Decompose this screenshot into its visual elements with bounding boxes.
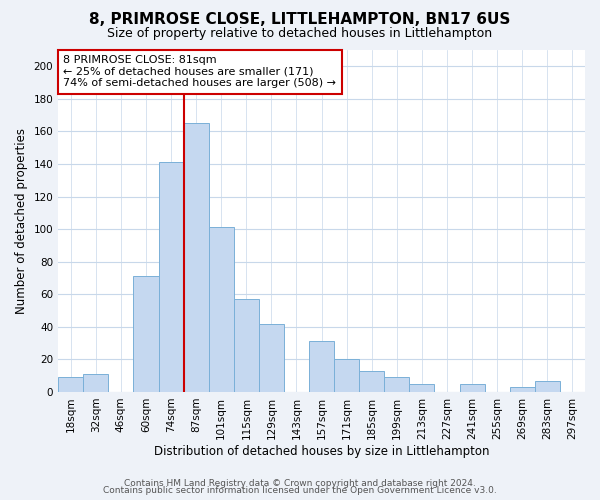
Bar	[309, 342, 334, 392]
Bar	[58, 378, 83, 392]
Text: 8, PRIMROSE CLOSE, LITTLEHAMPTON, BN17 6US: 8, PRIMROSE CLOSE, LITTLEHAMPTON, BN17 6…	[89, 12, 511, 28]
X-axis label: Distribution of detached houses by size in Littlehampton: Distribution of detached houses by size …	[154, 444, 490, 458]
Bar	[460, 384, 485, 392]
Bar	[359, 371, 385, 392]
Bar	[259, 324, 284, 392]
Bar	[234, 299, 259, 392]
Bar	[158, 162, 184, 392]
Bar	[409, 384, 434, 392]
Text: Contains HM Land Registry data © Crown copyright and database right 2024.: Contains HM Land Registry data © Crown c…	[124, 478, 476, 488]
Bar	[184, 124, 209, 392]
Bar	[334, 360, 359, 392]
Bar	[209, 228, 234, 392]
Bar	[133, 276, 158, 392]
Bar	[385, 378, 409, 392]
Text: Contains public sector information licensed under the Open Government Licence v3: Contains public sector information licen…	[103, 486, 497, 495]
Bar	[83, 374, 109, 392]
Text: Size of property relative to detached houses in Littlehampton: Size of property relative to detached ho…	[107, 28, 493, 40]
Text: 8 PRIMROSE CLOSE: 81sqm
← 25% of detached houses are smaller (171)
74% of semi-d: 8 PRIMROSE CLOSE: 81sqm ← 25% of detache…	[64, 55, 337, 88]
Y-axis label: Number of detached properties: Number of detached properties	[15, 128, 28, 314]
Bar	[535, 380, 560, 392]
Bar	[510, 387, 535, 392]
